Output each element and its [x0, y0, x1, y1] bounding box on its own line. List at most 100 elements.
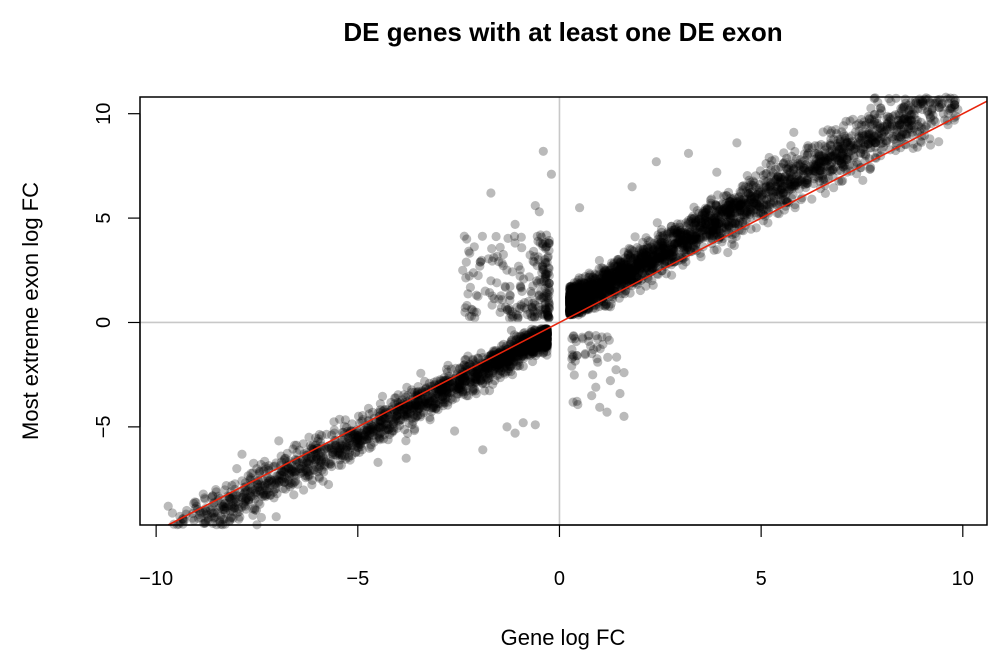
data-point	[530, 420, 540, 430]
data-point	[778, 189, 788, 199]
data-point	[756, 187, 766, 197]
data-point	[888, 111, 898, 121]
data-point	[538, 241, 548, 251]
data-point	[576, 290, 586, 300]
data-point	[580, 294, 590, 304]
data-point	[580, 299, 590, 309]
data-point	[700, 203, 711, 213]
data-point	[836, 154, 847, 164]
data-point	[565, 295, 575, 305]
data-point	[790, 177, 800, 187]
data-point	[578, 295, 588, 306]
data-point	[723, 208, 733, 218]
data-point	[761, 181, 771, 191]
data-point	[576, 286, 586, 296]
data-point	[653, 241, 663, 251]
data-point	[840, 133, 850, 144]
data-point	[691, 239, 701, 249]
data-point	[610, 282, 621, 292]
data-point	[826, 134, 836, 144]
data-point	[745, 197, 755, 207]
data-point	[546, 169, 557, 179]
data-point	[568, 297, 578, 307]
data-point	[668, 244, 678, 254]
data-point	[589, 288, 600, 298]
data-point	[579, 278, 589, 288]
data-point	[318, 453, 329, 463]
data-point	[701, 232, 711, 242]
data-point	[780, 172, 790, 182]
data-point	[897, 106, 907, 116]
data-point	[625, 288, 635, 298]
data-point	[570, 334, 580, 344]
data-point	[565, 307, 575, 317]
data-point	[632, 243, 642, 253]
data-point	[811, 154, 821, 164]
data-point	[608, 267, 618, 277]
data-point	[593, 285, 603, 295]
data-point	[630, 266, 640, 276]
data-point	[833, 142, 843, 152]
data-point	[565, 294, 575, 304]
data-point	[835, 136, 846, 146]
data-point	[666, 221, 677, 231]
data-point	[660, 241, 670, 251]
data-point	[870, 138, 880, 148]
data-point	[587, 287, 597, 297]
data-point	[565, 305, 575, 315]
data-point	[526, 312, 536, 322]
data-point	[810, 166, 820, 176]
data-point	[891, 145, 901, 156]
data-point	[582, 291, 592, 301]
data-point	[636, 259, 646, 270]
data-point	[622, 268, 632, 278]
data-point	[897, 130, 907, 140]
data-point	[611, 365, 621, 375]
data-point	[783, 186, 794, 196]
data-point	[661, 243, 671, 254]
data-point	[759, 200, 769, 210]
data-point	[743, 200, 753, 210]
data-point	[594, 278, 604, 288]
data-point	[630, 268, 640, 278]
y-tick-label: 0	[93, 317, 115, 328]
data-point	[872, 148, 882, 158]
data-point	[923, 106, 933, 116]
data-point	[655, 231, 665, 242]
data-point	[619, 262, 629, 272]
data-point	[816, 139, 826, 150]
data-point	[722, 207, 732, 217]
data-point	[566, 306, 576, 317]
data-point	[465, 248, 475, 258]
data-point	[676, 227, 687, 237]
data-point	[609, 261, 619, 271]
data-point	[696, 234, 706, 244]
data-point	[588, 370, 598, 380]
data-point	[604, 269, 614, 279]
data-point	[163, 501, 173, 511]
data-point	[709, 213, 719, 223]
data-point	[816, 166, 826, 176]
data-point	[863, 129, 874, 139]
data-point	[609, 260, 619, 270]
data-point	[803, 172, 813, 183]
data-point	[740, 207, 750, 217]
data-point	[569, 293, 579, 304]
data-point	[809, 163, 820, 173]
data-point	[616, 279, 627, 289]
data-point	[684, 235, 694, 245]
data-point	[611, 278, 622, 288]
data-point	[606, 275, 617, 285]
data-point	[373, 457, 383, 467]
data-point	[702, 216, 712, 226]
data-point	[642, 265, 652, 275]
data-point	[653, 247, 663, 257]
data-point	[804, 166, 814, 176]
data-point	[678, 227, 688, 237]
data-point	[572, 301, 582, 311]
data-point	[623, 250, 633, 260]
data-point	[764, 152, 774, 163]
data-point	[576, 293, 587, 303]
data-point	[770, 187, 780, 197]
data-point	[657, 246, 667, 256]
